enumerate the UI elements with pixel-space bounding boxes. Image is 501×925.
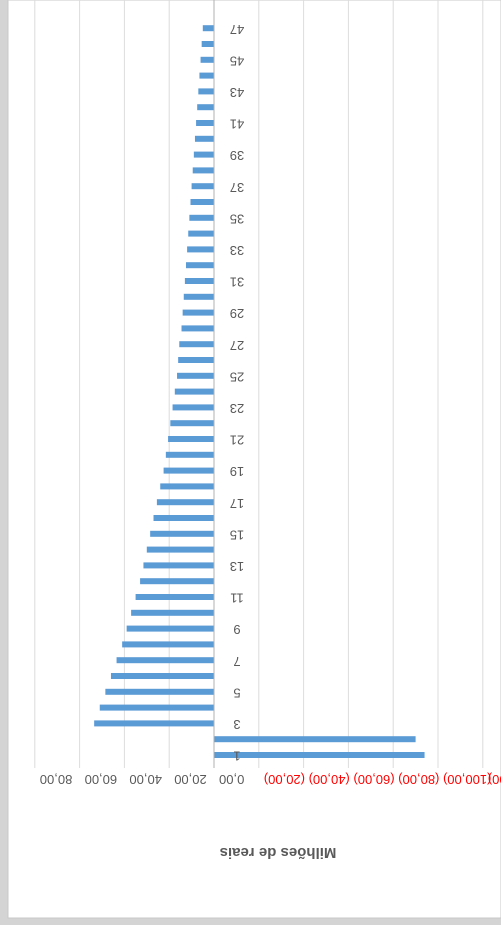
category-tick-label: 41	[230, 117, 244, 132]
bar	[183, 310, 214, 316]
bar	[140, 578, 214, 584]
bar	[111, 673, 214, 679]
bar	[187, 246, 214, 252]
bar	[143, 562, 214, 568]
value-tick-label: (20,00)	[264, 772, 305, 787]
bar	[105, 689, 214, 695]
bar	[197, 104, 214, 110]
bar	[127, 626, 214, 632]
category-tick-label: 31	[230, 275, 244, 290]
bar	[182, 325, 214, 331]
bar	[177, 373, 214, 379]
value-tick-label: 0,00	[219, 772, 244, 787]
value-tick-label: (60,00)	[353, 772, 394, 787]
value-tick-label: 40,00	[129, 772, 162, 787]
bar	[201, 57, 214, 63]
bar	[184, 294, 214, 300]
bar	[186, 262, 214, 268]
bar	[157, 499, 214, 505]
category-tick-label: 7	[233, 654, 240, 669]
category-tick-label: 37	[230, 180, 244, 195]
bar	[194, 152, 214, 158]
category-tick-label: 45	[230, 53, 244, 68]
bar	[164, 468, 214, 474]
category-tick-label: 9	[233, 622, 240, 637]
category-tick-label: 1	[233, 749, 240, 764]
category-tick-label: 15	[230, 527, 244, 542]
category-tick-label: 43	[230, 85, 244, 100]
bar	[170, 420, 214, 426]
bar	[154, 515, 214, 521]
bar	[131, 610, 214, 616]
category-tick-label: 25	[230, 369, 244, 384]
bar	[147, 547, 214, 553]
value-axis-label: Milhões de reais	[220, 844, 337, 861]
bar	[178, 357, 214, 363]
category-tick-label: 39	[230, 148, 244, 163]
value-tick-label: 20,00	[174, 772, 207, 787]
category-tick-label: 17	[230, 496, 244, 511]
bar	[193, 167, 214, 173]
bar	[150, 531, 214, 537]
bar	[179, 341, 214, 347]
value-tick-label: (100,00)	[443, 772, 491, 787]
category-tick-label: 33	[230, 243, 244, 258]
category-tick-label: 3	[233, 717, 240, 732]
bar	[168, 436, 214, 442]
category-tick-label: 5	[233, 685, 240, 700]
category-tick-label: 29	[230, 306, 244, 321]
bar	[203, 25, 214, 31]
value-tick-labels: 80,00 60,00 40,00 20,00 0,00 (20,00) (40,00) (6…	[40, 772, 501, 787]
bar	[136, 594, 214, 600]
category-tick-label: 23	[230, 401, 244, 416]
bar	[188, 231, 214, 237]
value-tick-label: 80,00	[40, 772, 73, 787]
bar	[214, 736, 416, 742]
category-tick-label: 27	[230, 338, 244, 353]
bar	[166, 452, 214, 458]
bar	[122, 641, 214, 647]
bar	[117, 657, 214, 663]
bar	[199, 73, 214, 79]
value-tick-label: (40,00)	[309, 772, 350, 787]
bar	[189, 215, 214, 221]
bar	[190, 199, 214, 205]
value-tick-label: (80,00)	[398, 772, 439, 787]
category-tick-label: 11	[230, 591, 244, 606]
bar	[185, 278, 214, 284]
bar	[173, 404, 214, 410]
bar	[160, 483, 214, 489]
value-tick-label: 60,00	[85, 772, 118, 787]
bar	[202, 41, 214, 47]
value-tick-label: (120,00)	[488, 772, 501, 787]
category-tick-label: 47	[230, 22, 244, 37]
category-tick-label: 35	[230, 211, 244, 226]
bar	[196, 120, 214, 126]
bar	[94, 720, 214, 726]
bar	[175, 389, 214, 395]
bar	[198, 88, 214, 94]
bar	[195, 136, 214, 142]
bar	[214, 752, 425, 758]
category-tick-label: 13	[230, 559, 244, 574]
bar	[192, 183, 214, 189]
category-tick-label: 21	[230, 433, 244, 448]
category-tick-label: 19	[230, 464, 244, 479]
bar	[100, 705, 214, 711]
